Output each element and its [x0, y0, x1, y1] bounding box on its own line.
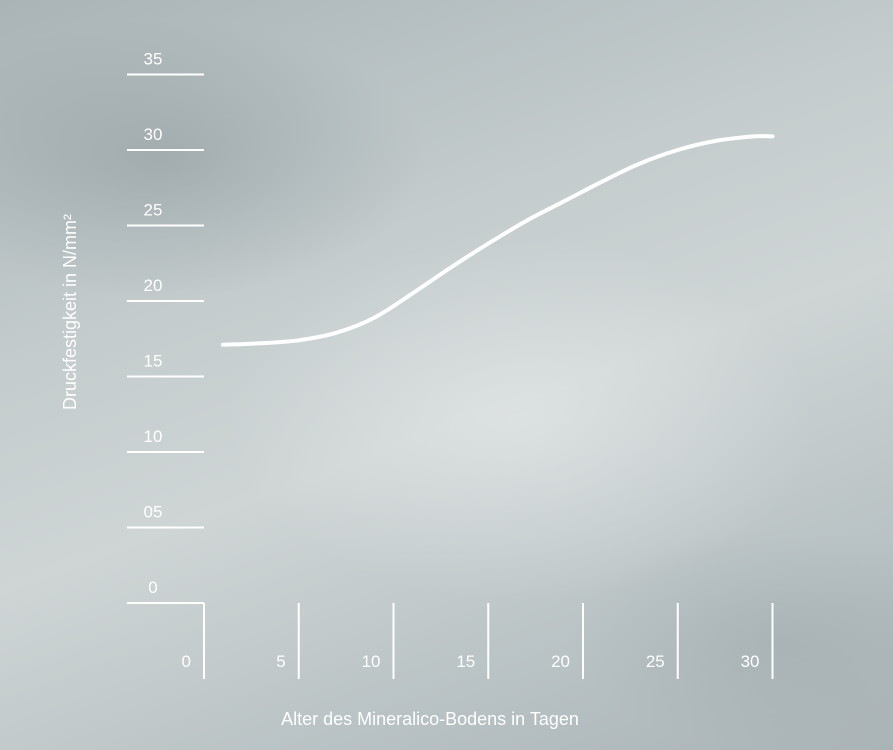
x-tick-label-4: 20 — [551, 652, 570, 671]
y-axis: 0 05 10 15 20 25 30 35 — [127, 50, 204, 604]
x-tick-label-1: 5 — [276, 652, 285, 671]
y-tick-label-4: 20 — [144, 276, 163, 295]
y-tick-label-5: 25 — [144, 201, 163, 220]
y-tick-label-1: 05 — [144, 503, 163, 522]
x-tick-label-3: 15 — [456, 652, 475, 671]
y-tick-label-6: 30 — [144, 125, 163, 144]
x-axis: 0 5 10 15 20 25 30 — [182, 603, 774, 679]
x-tick-label-0: 0 — [182, 652, 191, 671]
y-tick-label-3: 15 — [144, 352, 163, 371]
plot-area — [220, 134, 775, 347]
y-tick-label-2: 10 — [144, 427, 163, 446]
y-tick-label-7: 35 — [144, 50, 163, 69]
y-axis-title: Druckfestigkeit in N/mm² — [60, 214, 80, 410]
x-tick-label-2: 10 — [362, 652, 381, 671]
x-tick-label-6: 30 — [741, 652, 760, 671]
y-tick-label-0: 0 — [148, 578, 157, 597]
x-tick-label-5: 25 — [646, 652, 665, 671]
series-line-0 — [220, 134, 775, 347]
x-axis-title: Alter des Mineralico-Bodens in Tagen — [281, 709, 579, 729]
